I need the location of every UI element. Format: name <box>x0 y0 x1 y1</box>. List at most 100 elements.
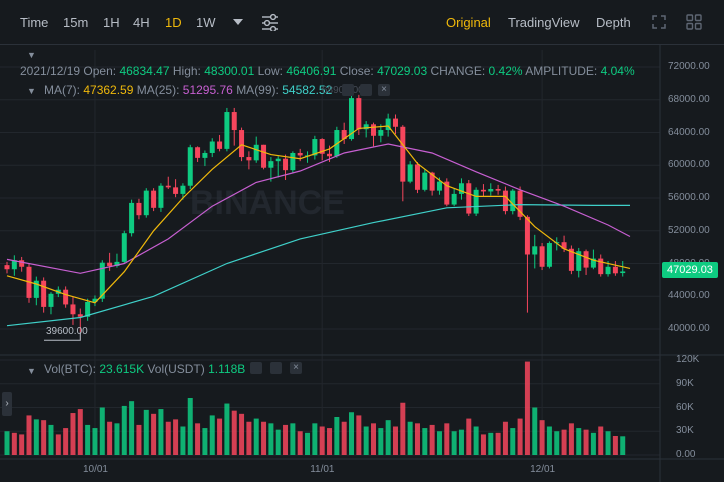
volume-bar <box>436 431 442 455</box>
vol-close-icon[interactable]: × <box>290 362 302 374</box>
ma99-label: MA(99): <box>236 83 279 97</box>
volume-bar <box>114 423 120 455</box>
candle-body <box>209 141 215 153</box>
open-label: Open: <box>83 64 117 78</box>
collapse-info-toggle-icon[interactable]: ▼ <box>27 50 36 60</box>
candle-body <box>231 112 237 131</box>
volume-bar <box>458 429 464 455</box>
high-label: High: <box>172 64 201 78</box>
candle-body <box>612 266 618 274</box>
volume-bar <box>385 420 391 455</box>
view-original[interactable]: Original <box>446 15 491 30</box>
candle-body <box>539 246 545 267</box>
candle-body <box>378 130 384 136</box>
volume-bar <box>253 418 259 455</box>
volume-info: Vol(BTC): 23.615K Vol(USDT) 1.118B <box>44 362 245 376</box>
candle-body <box>268 161 274 168</box>
current-price-tag: 47029.03 <box>662 262 718 278</box>
volume-bar <box>561 429 567 455</box>
volume-bar <box>568 423 574 455</box>
interval-4h[interactable]: 4H <box>133 15 150 30</box>
candle-body <box>33 280 39 298</box>
candle-body <box>341 130 347 140</box>
candle-body <box>444 181 450 205</box>
volume-bar <box>187 398 193 455</box>
volume-bar <box>305 432 311 455</box>
vol-settings-icon[interactable] <box>270 362 282 374</box>
low-price-marker: 39600.00 <box>46 326 88 337</box>
candle-body <box>275 158 281 162</box>
volume-bar <box>246 421 252 455</box>
candle-body <box>158 185 164 208</box>
candle-body <box>502 190 508 212</box>
volume-bar <box>590 432 596 455</box>
volume-bar <box>422 428 428 455</box>
collapse-ma-toggle-icon[interactable]: ▼ <box>27 86 36 96</box>
indicator-settings-icon[interactable] <box>261 13 279 31</box>
candle-body <box>436 181 442 191</box>
volume-bar <box>26 415 32 455</box>
volume-bar <box>143 409 149 455</box>
candle-body <box>151 190 157 208</box>
volume-bar <box>466 418 472 455</box>
collapse-volume-toggle-icon[interactable]: ▼ <box>27 366 36 376</box>
interval-time[interactable]: Time <box>20 15 49 30</box>
candle-body <box>532 246 538 255</box>
grid-layout-icon[interactable] <box>686 14 702 30</box>
price-tick-label: 60000.00 <box>668 159 710 171</box>
ma99-value: 54582.52 <box>282 83 333 97</box>
candle-body <box>517 190 523 217</box>
view-tradingview[interactable]: TradingView <box>508 15 580 30</box>
ma25-line <box>6 143 631 274</box>
volume-bar <box>371 423 376 455</box>
candle-body <box>590 258 596 268</box>
volume-bars <box>4 361 626 455</box>
vol-eye-icon[interactable] <box>250 362 262 374</box>
more-intervals-chevron-icon[interactable] <box>232 18 244 26</box>
volume-bar <box>231 410 237 455</box>
volume-bar <box>290 423 296 455</box>
volume-bar <box>4 431 10 455</box>
candle-body <box>407 164 413 182</box>
volume-bar <box>41 420 47 455</box>
volume-bar <box>576 428 582 455</box>
candle-body <box>107 262 113 266</box>
vol-btc-value: 23.615K <box>99 362 145 376</box>
price-tick-label: 72000.00 <box>668 61 710 72</box>
volume-bar <box>33 419 39 455</box>
volume-bar <box>19 434 25 455</box>
candle-body <box>568 248 574 271</box>
volume-bar <box>414 423 420 455</box>
view-depth[interactable]: Depth <box>596 15 631 30</box>
interval-1h[interactable]: 1H <box>103 15 120 30</box>
candle-body <box>349 98 355 140</box>
candle-body <box>19 260 25 267</box>
fullscreen-icon[interactable] <box>651 14 667 30</box>
ma-settings-icon[interactable] <box>360 84 372 96</box>
candle-body <box>561 242 567 249</box>
side-panel-toggle-icon[interactable]: › <box>2 392 12 416</box>
candle-body <box>283 158 289 171</box>
chart-toolbar: Time 15m 1H 4H 1D 1W Original TradingVie… <box>0 0 724 45</box>
volume-bar <box>583 429 589 455</box>
candle-body <box>4 265 10 270</box>
price-tick-label: 64000.00 <box>668 126 710 138</box>
ma-eye-icon[interactable] <box>342 84 354 96</box>
candle-body <box>246 157 252 161</box>
interval-1w[interactable]: 1W <box>196 15 216 30</box>
volume-bar <box>268 423 274 455</box>
candle-body <box>187 147 193 186</box>
candle-body <box>488 188 494 192</box>
volume-bar <box>107 421 113 455</box>
candle-body <box>165 185 171 188</box>
interval-15m[interactable]: 15m <box>63 15 89 30</box>
interval-1d[interactable]: 1D <box>165 15 182 30</box>
price-tick-label: 44000.00 <box>668 290 710 302</box>
volume-bar <box>341 421 347 455</box>
candle-body <box>327 153 333 157</box>
volume-bar <box>349 412 355 455</box>
volume-bar <box>297 431 303 455</box>
volume-bar <box>488 432 494 455</box>
ma-close-icon[interactable]: × <box>378 84 390 96</box>
